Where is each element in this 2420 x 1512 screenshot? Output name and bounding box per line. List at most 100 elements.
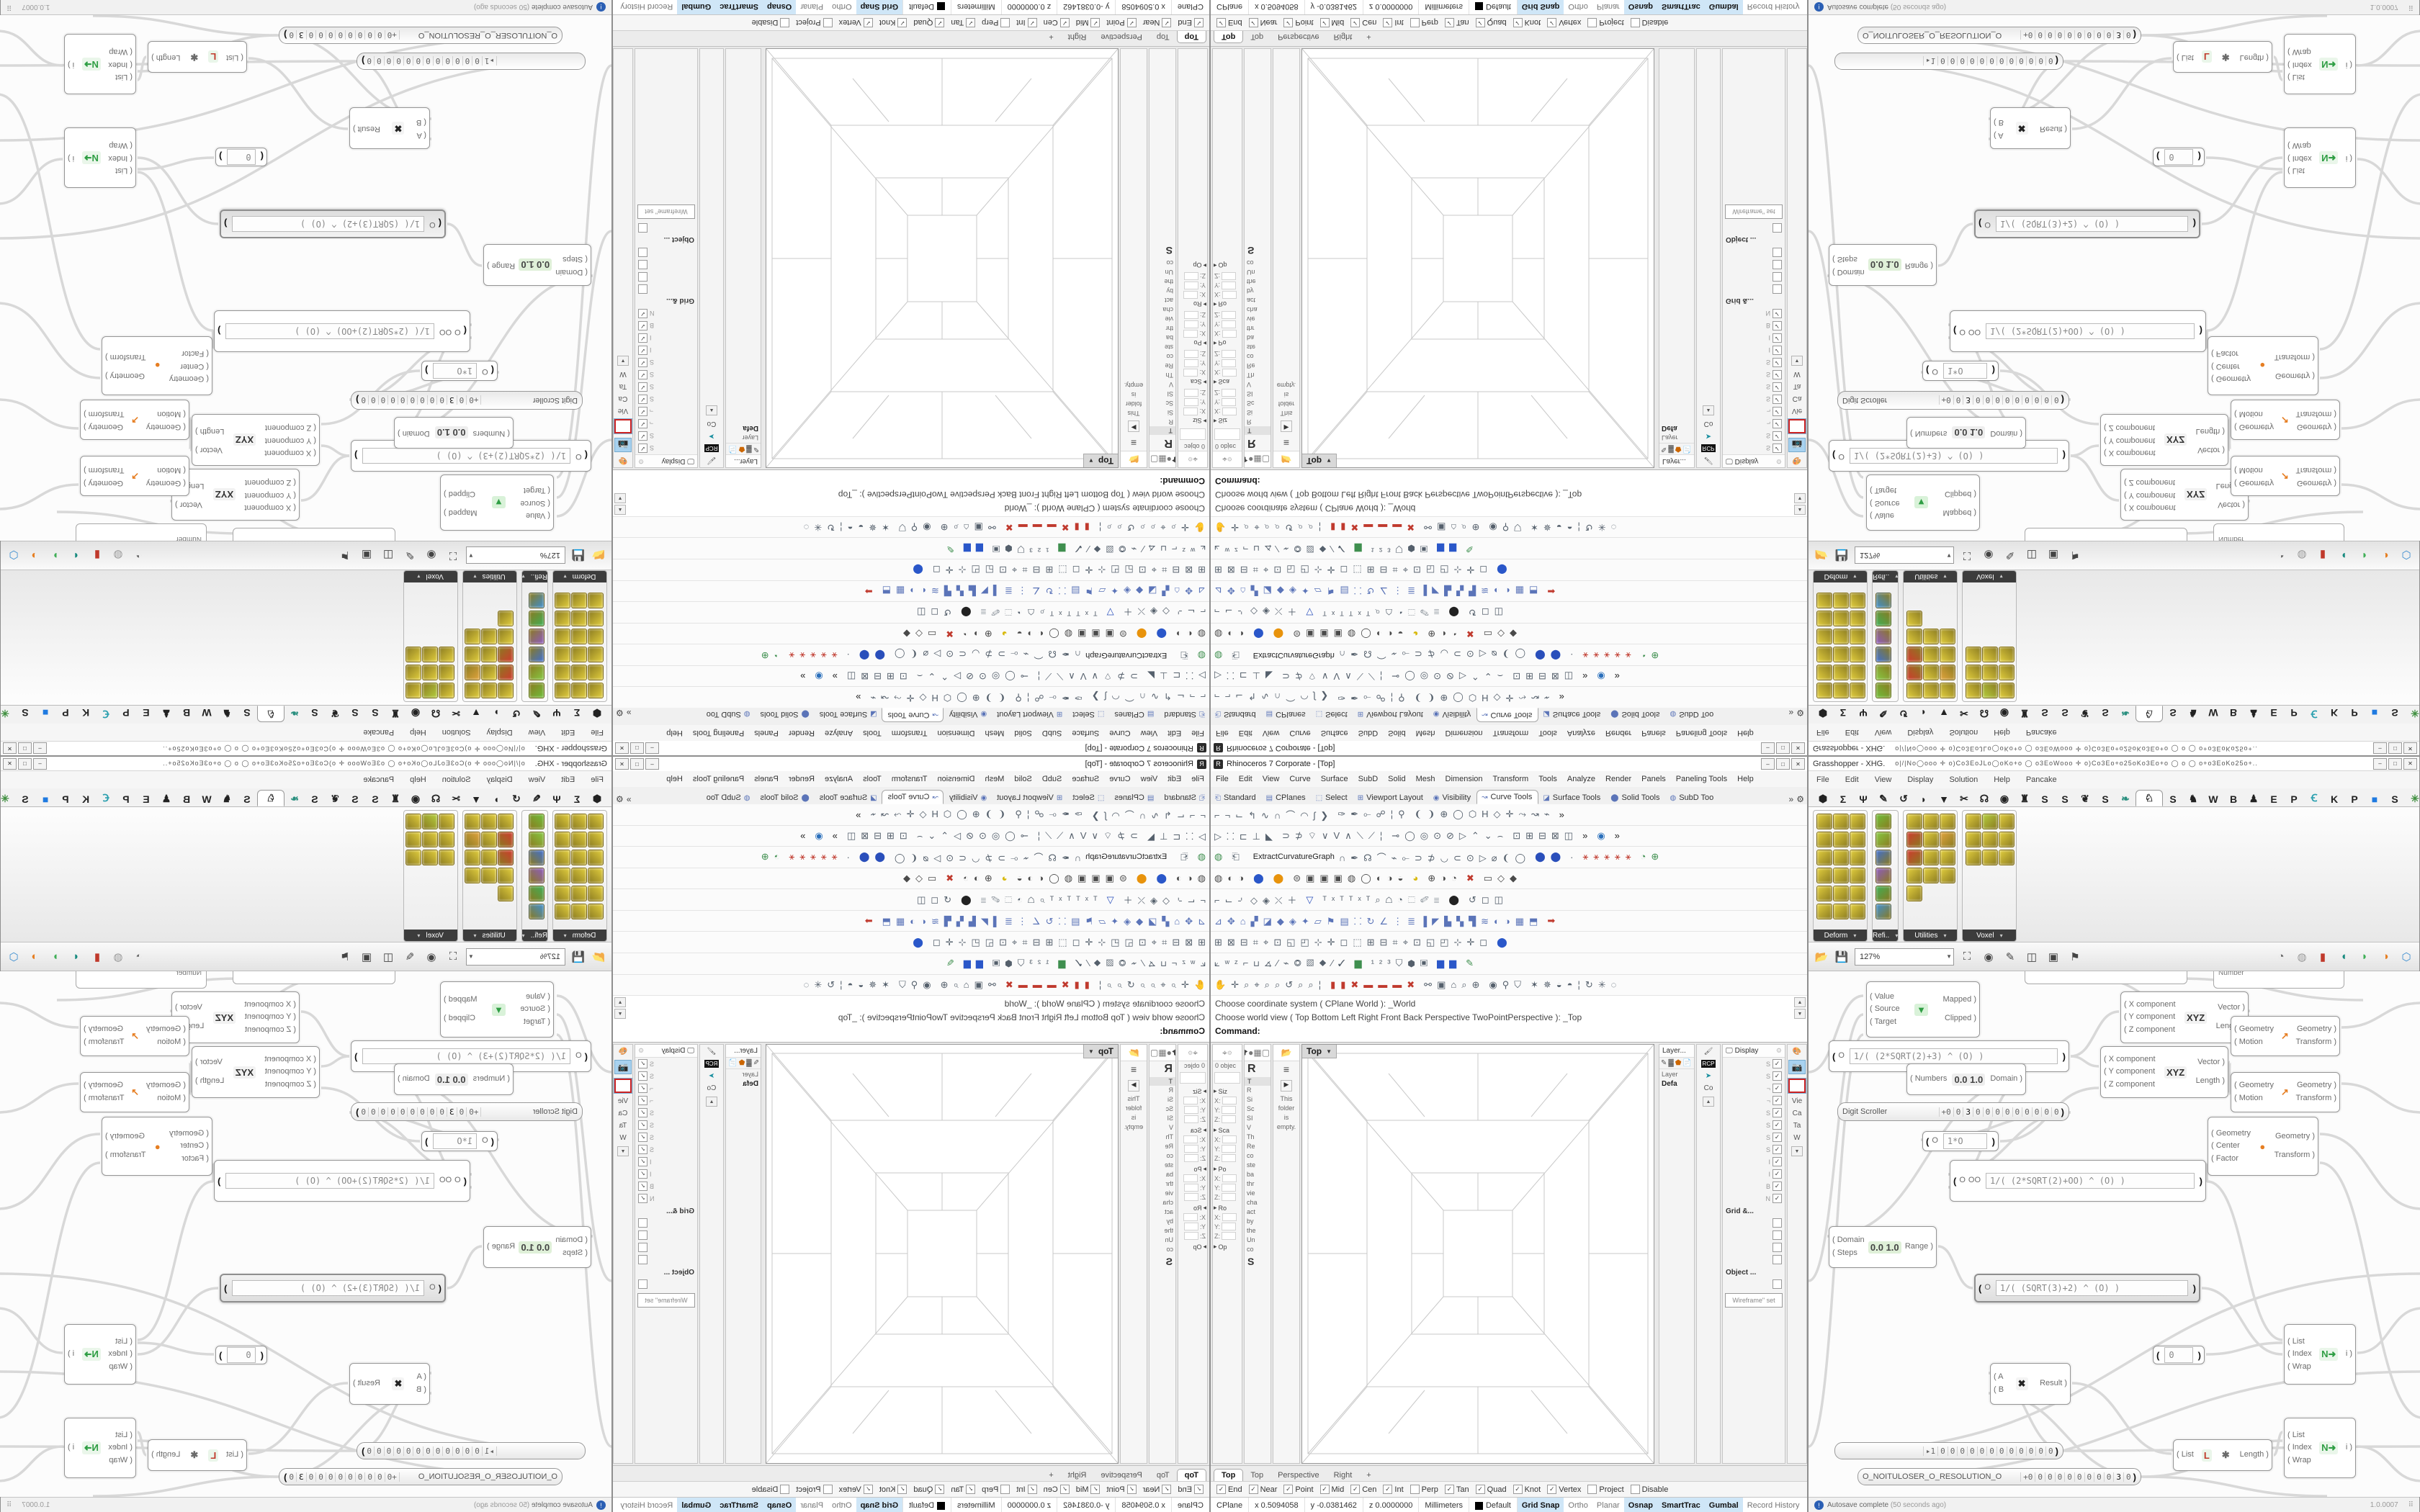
checkbox-checked[interactable] [1090, 1485, 1101, 1494]
toolbar-row[interactable]: ⟀ʷᶻ⌐⊔∡⁄⌁◎▨◆⁄✓ ▆ ¹²³⛉⬢▣ ▆▆ ✎ [1211, 537, 1807, 559]
slider-digit[interactable]: 3 [296, 1472, 307, 1482]
side-tab-camera[interactable]: Ca [618, 395, 628, 402]
menu-analyze[interactable]: Analyze [824, 775, 853, 783]
checkbox-checked[interactable] [1773, 419, 1782, 428]
toolbar-tab-curve-tools[interactable]: ↝ Curve Tools [881, 708, 944, 722]
scroll-down-button[interactable]: ▼ [1791, 356, 1803, 366]
gh-node-vector-xyz-2[interactable]: ( X component( Y component( Z component X… [2100, 414, 2228, 466]
checkbox-unchecked[interactable] [1773, 272, 1782, 282]
checkbox-checked[interactable] [1773, 1169, 1782, 1179]
maximize-button[interactable]: □ [18, 757, 32, 770]
input-port[interactable]: ( [260, 151, 264, 163]
maximize-button[interactable]: □ [630, 758, 644, 770]
rcp-icon[interactable]: RCP [1700, 444, 1716, 452]
eye-icon[interactable]: ◉ [1984, 950, 1994, 963]
slider-digit[interactable]: 0 [403, 1446, 414, 1456]
boxedit-filter-field[interactable] [1214, 1072, 1240, 1084]
toolbar-tab-subd-too[interactable]: ◍ SubD Too [1665, 791, 1719, 804]
toolbar-icon-group[interactable]: ⬤ [1497, 564, 1512, 576]
menu-dimension[interactable]: Dimension [937, 775, 975, 783]
input-domain[interactable]: ( Domain [1832, 267, 1865, 276]
toolbar-icon-group[interactable]: ⟀ʷᶻ⌐⊔∡⁄⌁◎▨◆⁄✓ [1070, 958, 1206, 969]
osnap-cen[interactable]: Cen [1350, 18, 1376, 27]
osnap-tan[interactable]: Tan [951, 1485, 976, 1494]
side-tab-w[interactable]: W [1793, 1134, 1801, 1142]
component-icon[interactable] [588, 683, 604, 698]
checkbox-checked[interactable] [935, 18, 945, 27]
component-icon[interactable] [1982, 647, 1999, 662]
side-tab-view[interactable]: Vie [617, 407, 629, 415]
maximize-button[interactable]: □ [630, 742, 644, 754]
units-pane[interactable]: Millimeters [1419, 0, 1469, 14]
component-icon[interactable] [529, 868, 544, 883]
osnap-end[interactable]: End [1216, 18, 1242, 27]
menu-help[interactable]: Help [1737, 729, 1754, 737]
slider-digit[interactable]: 0 [306, 30, 317, 40]
component-icon[interactable] [497, 814, 514, 829]
toolbar-icon-group[interactable]: ⊕◑◔ [958, 629, 992, 640]
toolbar-row[interactable]: ⊞⊠⊟⌗⌖⊡◱◰⊹✛◻⬚⊞⊟⌗⌖⊡◱◰⊹✛◻ ⬤ [613, 559, 1209, 580]
component-icon[interactable] [1833, 904, 1849, 919]
output-domain[interactable]: Domain ) [398, 1074, 430, 1084]
output-port[interactable]: ) [2055, 55, 2058, 67]
axis-value-field[interactable] [1222, 359, 1237, 367]
group-expand-icon[interactable]: ▾ [563, 932, 567, 939]
toolbar-row[interactable]: ⟀ʷᶻ⌐⊔∡⁄⌁◎▨◆⁄✓ ▆ ¹²³⛉⬢▣ ▆▆ ✎ [1211, 953, 1807, 975]
output-i[interactable]: i ) [2345, 153, 2352, 163]
input-list[interactable]: ( List [2287, 73, 2305, 82]
component-icon[interactable] [555, 814, 570, 829]
scroll-up-button[interactable]: ▲ [706, 1097, 717, 1107]
slider-digit[interactable]: 0 [2035, 30, 2045, 40]
zoom-extents-icon[interactable]: ⛶ [1963, 549, 1971, 562]
toolbar-icon-group[interactable]: ⊕◑◔ [1428, 872, 1462, 883]
toolbar-icon-group[interactable]: ▽ [1101, 894, 1114, 905]
component-icon[interactable] [480, 814, 497, 829]
input-wrap[interactable]: ( Wrap [2287, 141, 2311, 150]
menu-transform[interactable]: Transform [891, 775, 928, 783]
component-icon[interactable] [1923, 629, 1940, 644]
toolbar-row[interactable]: ◍ ⎗ ExtractCurvatureGraph ∩✒☊⌒⌁⟜⊃⊅◡⊂⊙▷⌀❨◯ ⬤⬤… [613, 847, 1209, 868]
toolbar-command-label[interactable]: ExtractCurvatureGraph [1085, 650, 1168, 660]
component-icon[interactable] [1923, 647, 1940, 662]
slider-digit[interactable]: 0 [1967, 56, 1977, 66]
osnap-cen[interactable]: Cen [1044, 18, 1070, 27]
input-y-component[interactable]: ( Y component [2124, 1012, 2176, 1022]
slider-digit[interactable]: 0 [2123, 1472, 2133, 1482]
expression-text[interactable]: 0 [227, 1347, 256, 1363]
folder-icon[interactable]: 📂 [1281, 454, 1292, 464]
boxedit-section-siz[interactable]: ▸ Siz [1213, 416, 1242, 427]
checkbox-unchecked[interactable] [638, 284, 647, 294]
checkbox-checked[interactable] [638, 1194, 647, 1203]
gh-category-tab-29[interactable]: ✳ [2411, 793, 2419, 804]
component-icon[interactable] [421, 647, 438, 662]
sketch-pen-icon[interactable]: ✎ [405, 549, 415, 562]
slider-digit[interactable]: 0 [306, 1472, 317, 1482]
active-layer-pane[interactable]: Default [1469, 1498, 1518, 1512]
x-coordinate[interactable]: x 0.5094058 [1249, 1498, 1305, 1512]
slider-digit[interactable]: 0 [378, 395, 389, 405]
slider-digit[interactable]: 0 [394, 1446, 404, 1456]
input-list[interactable]: ( List [115, 1336, 133, 1346]
checkbox-checked[interactable] [638, 346, 647, 355]
component-icon[interactable] [529, 832, 544, 847]
menu-tools[interactable]: Tools [1538, 775, 1557, 783]
output-geometry[interactable]: Geometry ) [2275, 372, 2315, 380]
toggle-ortho[interactable]: Ortho [832, 2, 852, 11]
overflow-chevron-icon[interactable]: » [1788, 794, 1794, 804]
gh-category-tab-12[interactable]: S [351, 707, 359, 719]
output-length[interactable]: Length ) [2239, 53, 2269, 62]
input-source[interactable]: ( Source [520, 1004, 550, 1014]
component-icon[interactable] [497, 683, 514, 698]
gh-category-tab-26[interactable]: P [62, 707, 69, 719]
slider-digit[interactable]: 0 [418, 395, 428, 405]
toolbar-icon-group[interactable]: ⊡⊞⊟⊠◫ [841, 829, 908, 841]
gh-node-number-slider[interactable]: ▸1 0 0 0 0 0 0 0 0 0 0 0 0) [357, 53, 586, 70]
toolbar-icon-group[interactable]: ∩✒☊⌒⌁⟜⊃⊅◡⊂⊙▷⌀❨◯ [889, 649, 1082, 660]
color-wheel-icon[interactable]: 🎨 [1792, 456, 1802, 464]
osnap-project[interactable]: Project [796, 18, 833, 27]
toolbar-icon-group[interactable]: ◕ [996, 628, 1008, 639]
toolbar-icon-group[interactable]: ▽ [1306, 607, 1319, 618]
gh-menu-pancake[interactable]: Pancake [363, 775, 395, 784]
slider-digit[interactable]: 0 [398, 1107, 408, 1117]
component-icon[interactable] [1906, 850, 1923, 865]
